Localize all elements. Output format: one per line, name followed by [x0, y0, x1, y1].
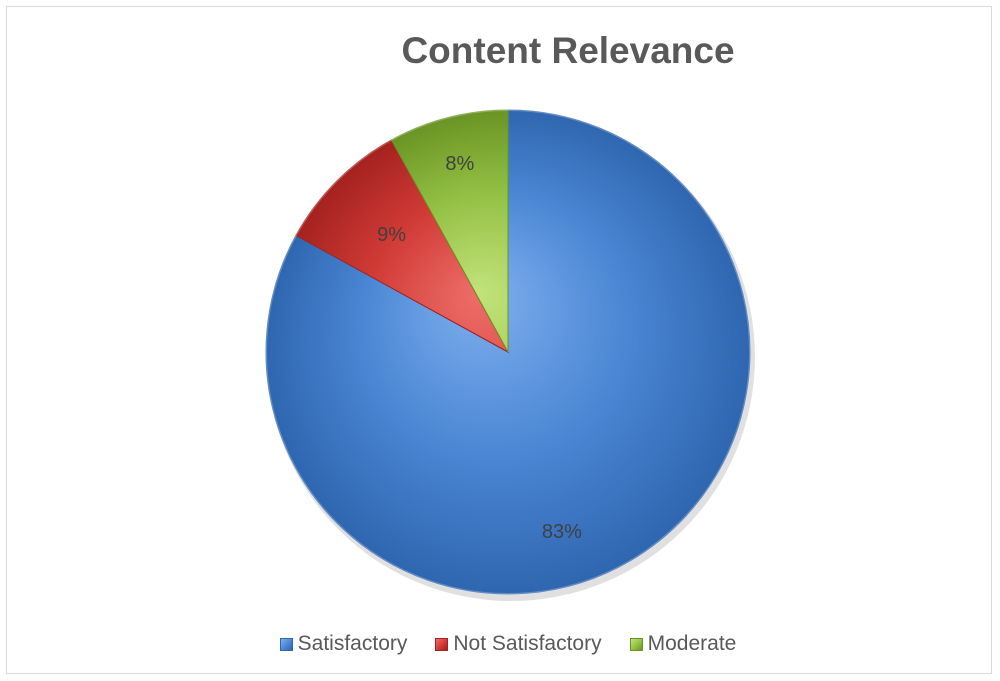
- legend-swatch: [629, 637, 643, 651]
- chart-title: Content Relevance: [401, 30, 735, 71]
- legend-swatch: [435, 637, 449, 651]
- legend-item-satisfactory: Satisfactory: [279, 632, 408, 656]
- pie-rim-highlight: [265, 109, 751, 595]
- legend-swatch: [279, 637, 293, 651]
- legend: Satisfactory Not Satisfactory Moderate: [8, 632, 1000, 656]
- legend-label: Moderate: [647, 632, 737, 655]
- legend-label: Not Satisfactory: [453, 632, 602, 655]
- data-label-moderate: 8%: [445, 153, 474, 175]
- data-label-not-satisfactory: 9%: [377, 224, 406, 246]
- legend-item-not-satisfactory: Not Satisfactory: [435, 632, 602, 656]
- pie-slices: [265, 109, 755, 601]
- pie-slice-not-satisfactory: [295, 139, 510, 354]
- data-label-satisfactory: 83%: [542, 521, 582, 543]
- legend-item-moderate: Moderate: [629, 632, 737, 656]
- pie-slice-moderate: [390, 109, 509, 353]
- pie-data-labels: 83% 9% 8%: [377, 153, 582, 543]
- legend-label: Satisfactory: [297, 632, 408, 655]
